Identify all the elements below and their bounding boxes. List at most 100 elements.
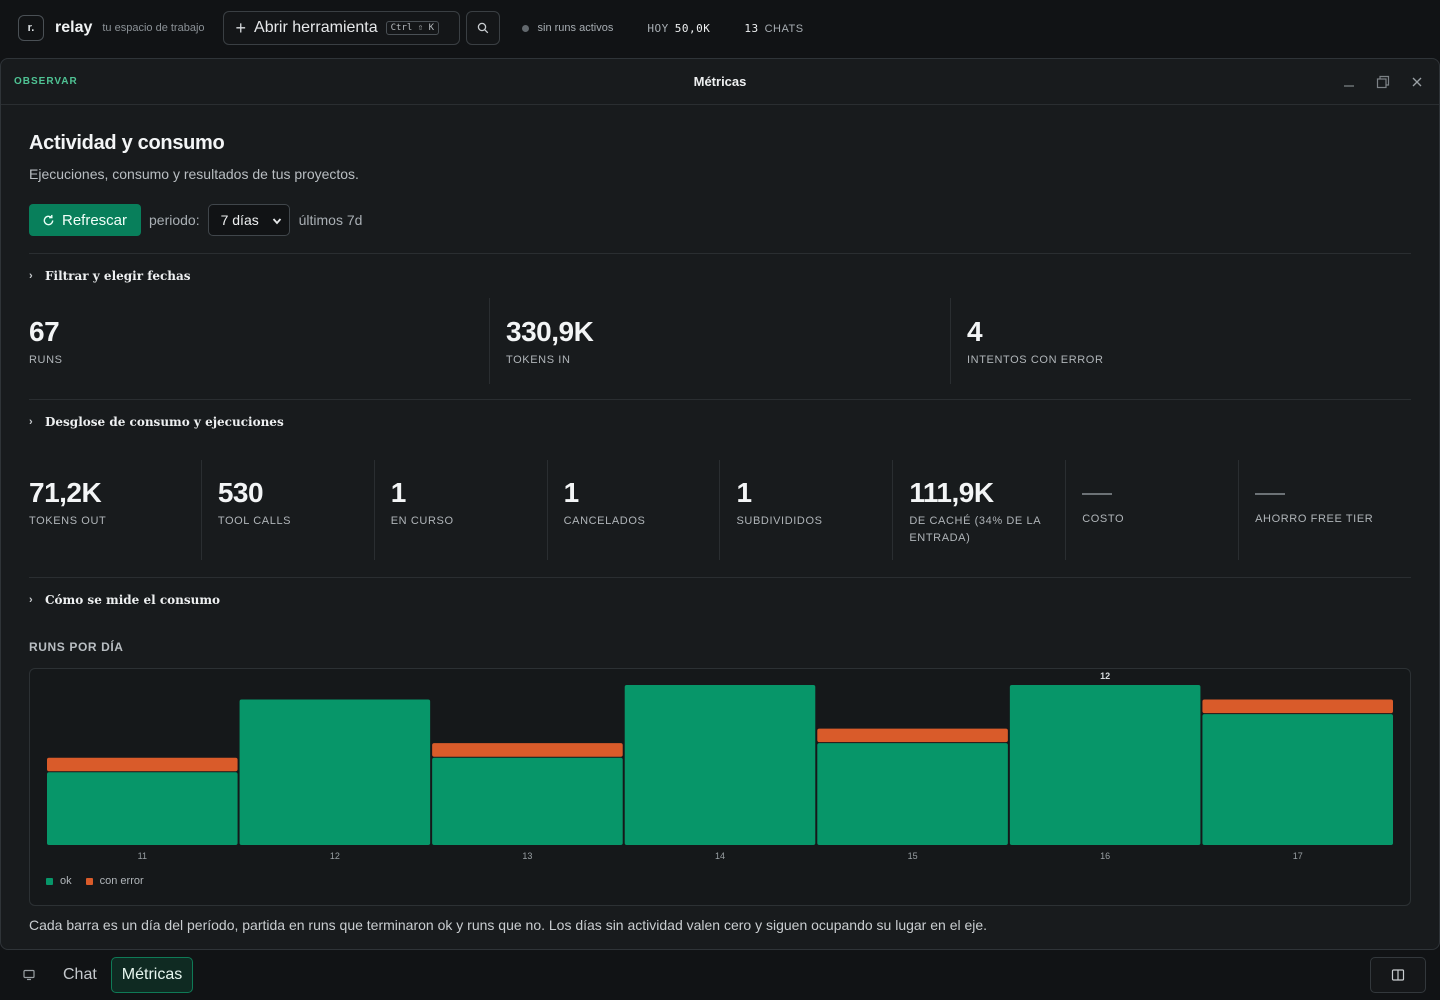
metrics-window: OBSERVAR Métricas Actividad y consumo Ej…: [0, 58, 1440, 950]
today-label: HOY: [647, 21, 669, 35]
chats-label: CHATS: [764, 22, 804, 35]
restore-icon[interactable]: [1375, 74, 1391, 90]
brand-subtitle: tu espacio de trabajo: [102, 22, 205, 34]
refresh-label: Refrescar: [62, 211, 128, 229]
divider: [29, 253, 1411, 254]
toolbar: Refrescar periodo: 7 días últimos 7d: [29, 204, 1412, 236]
stat-tool-calls: 530 TOOL CALLS: [202, 460, 375, 560]
stat-free-tier: AHORRO FREE TIER: [1239, 460, 1412, 560]
stat-value: 111,9K: [909, 477, 994, 508]
bar-ok-13: [432, 757, 623, 845]
bar-error-17: [1202, 699, 1393, 714]
breakdown-disclosure[interactable]: › Desglose de consumo y ejecuciones: [29, 400, 1412, 444]
panel-toggle-button[interactable]: [1370, 957, 1426, 993]
empty-value-dash: [1255, 493, 1286, 495]
refresh-icon: [43, 214, 54, 225]
period-value: 7 días: [220, 212, 259, 228]
bar-chart: 11 12 13 14 15 16 17 12: [47, 671, 1393, 861]
logo-letter: r.: [27, 22, 35, 34]
tab-chat[interactable]: Chat: [53, 957, 107, 993]
stat-subdivided: 1 SUBDIVIDIDOS: [720, 460, 894, 560]
open-tool-label: Abrir herramienta: [254, 19, 378, 36]
chevron-right-icon: ›: [29, 416, 33, 428]
stat-value: 1: [563, 477, 580, 508]
stat-tokens-in: 330,9K TOKENS IN: [490, 298, 951, 384]
close-icon[interactable]: [1409, 74, 1425, 90]
stat-runs: 67 RUNS: [29, 298, 490, 384]
legend-swatch: [46, 877, 53, 885]
bar-ok-14: [624, 685, 816, 845]
chart-caption: Cada barra es un día del período, partid…: [29, 917, 988, 933]
stat-value: 71,2K: [29, 477, 102, 508]
search-button[interactable]: [465, 11, 500, 45]
x-tick-label: 14: [715, 851, 725, 861]
chats-number: 13: [744, 21, 759, 35]
window-header: OBSERVAR Métricas: [1, 59, 1439, 105]
stat-tokens-out: 71,2K TOKENS OUT: [29, 460, 202, 560]
chevron-right-icon: ›: [29, 594, 33, 606]
run-status: sin runs activos: [521, 22, 614, 34]
open-tool-button[interactable]: + Abrir herramienta Ctrl ⇧ K: [222, 11, 460, 45]
bar-error-13: [432, 743, 623, 757]
status-dot: [521, 24, 529, 32]
brand-name: relay: [55, 19, 93, 36]
bar-error-15: [817, 728, 1008, 743]
filter-disclosure[interactable]: › Filtrar y elegir fechas: [29, 254, 1412, 298]
bar-ok-17: [1202, 714, 1393, 845]
howto-label: Cómo se mide el consumo: [45, 593, 221, 607]
stat-label: DE CACHÉ (34% DE LA ENTRADA): [909, 515, 1041, 544]
stat-cost: COSTO: [1066, 460, 1240, 560]
stat-label: RUNS: [29, 354, 63, 366]
stat-label: TOKENS IN: [506, 354, 571, 366]
bar-ok-12: [239, 699, 431, 845]
app-logo[interactable]: r.: [18, 15, 44, 41]
x-tick-label: 11: [138, 851, 147, 861]
bar-ok-15: [817, 743, 1008, 845]
x-tick-label: 16: [1100, 851, 1110, 861]
breakdown-stats: 71,2K TOKENS OUT 530 TOOL CALLS 1 EN CUR…: [29, 460, 1412, 560]
howto-disclosure[interactable]: › Cómo se mide el consumo: [29, 578, 1412, 622]
chart-title: RUNS POR DÍA: [29, 640, 124, 654]
empty-value-dash: [1082, 493, 1113, 495]
divider: [29, 577, 1411, 578]
metrics-content: Actividad y consumo Ejecuciones, consumo…: [29, 105, 1412, 933]
status-text: sin runs activos: [537, 22, 614, 34]
refresh-button[interactable]: Refrescar: [29, 204, 141, 236]
breakdown-label: Desglose de consumo y ejecuciones: [45, 415, 284, 429]
period-note: últimos 7d: [298, 212, 363, 228]
chevron-down-icon: [272, 218, 281, 225]
x-tick-label: 17: [1293, 851, 1303, 861]
stat-value: 1: [390, 477, 407, 508]
data-label: 12: [1100, 671, 1110, 681]
stat-label: TOKENS OUT: [29, 515, 107, 527]
window-controls: [1341, 74, 1425, 90]
page-title: Actividad y consumo: [29, 132, 225, 154]
stat-value: 67: [29, 316, 60, 347]
stat-label: AHORRO FREE TIER: [1255, 513, 1374, 525]
x-tick-label: 12: [330, 851, 340, 861]
chat-bubble-icon[interactable]: [20, 966, 38, 984]
today-value: 50,0K: [674, 21, 711, 35]
stat-label: COSTO: [1082, 513, 1125, 525]
stat-value: 4: [967, 316, 983, 347]
x-tick-label: 13: [522, 851, 532, 861]
tab-metrics[interactable]: Métricas: [110, 957, 194, 993]
today-usage: HOY 50,0K: [647, 22, 710, 35]
chart-legend: ok con error: [46, 875, 144, 887]
legend-label: ok: [60, 875, 72, 887]
legend-label: con error: [99, 875, 144, 887]
bar-ok-11: [47, 772, 238, 845]
chats-count[interactable]: 13 CHATS: [744, 22, 803, 35]
stat-value: 1: [736, 477, 752, 508]
stat-label: SUBDIVIDIDOS: [736, 515, 823, 527]
stat-label: INTENTOS CON ERROR: [967, 354, 1104, 366]
tab-label: Métricas: [121, 966, 183, 983]
period-select[interactable]: 7 días: [207, 204, 290, 236]
bar-ok-16: [1009, 685, 1201, 845]
window-tag: OBSERVAR: [14, 76, 78, 87]
sidebar-toggle-icon: [1391, 969, 1405, 981]
stat-cancelled: 1 CANCELADOS: [548, 460, 721, 560]
minimize-icon[interactable]: [1341, 74, 1357, 90]
legend-error: con error: [85, 875, 144, 887]
bar-error-11: [47, 757, 238, 772]
